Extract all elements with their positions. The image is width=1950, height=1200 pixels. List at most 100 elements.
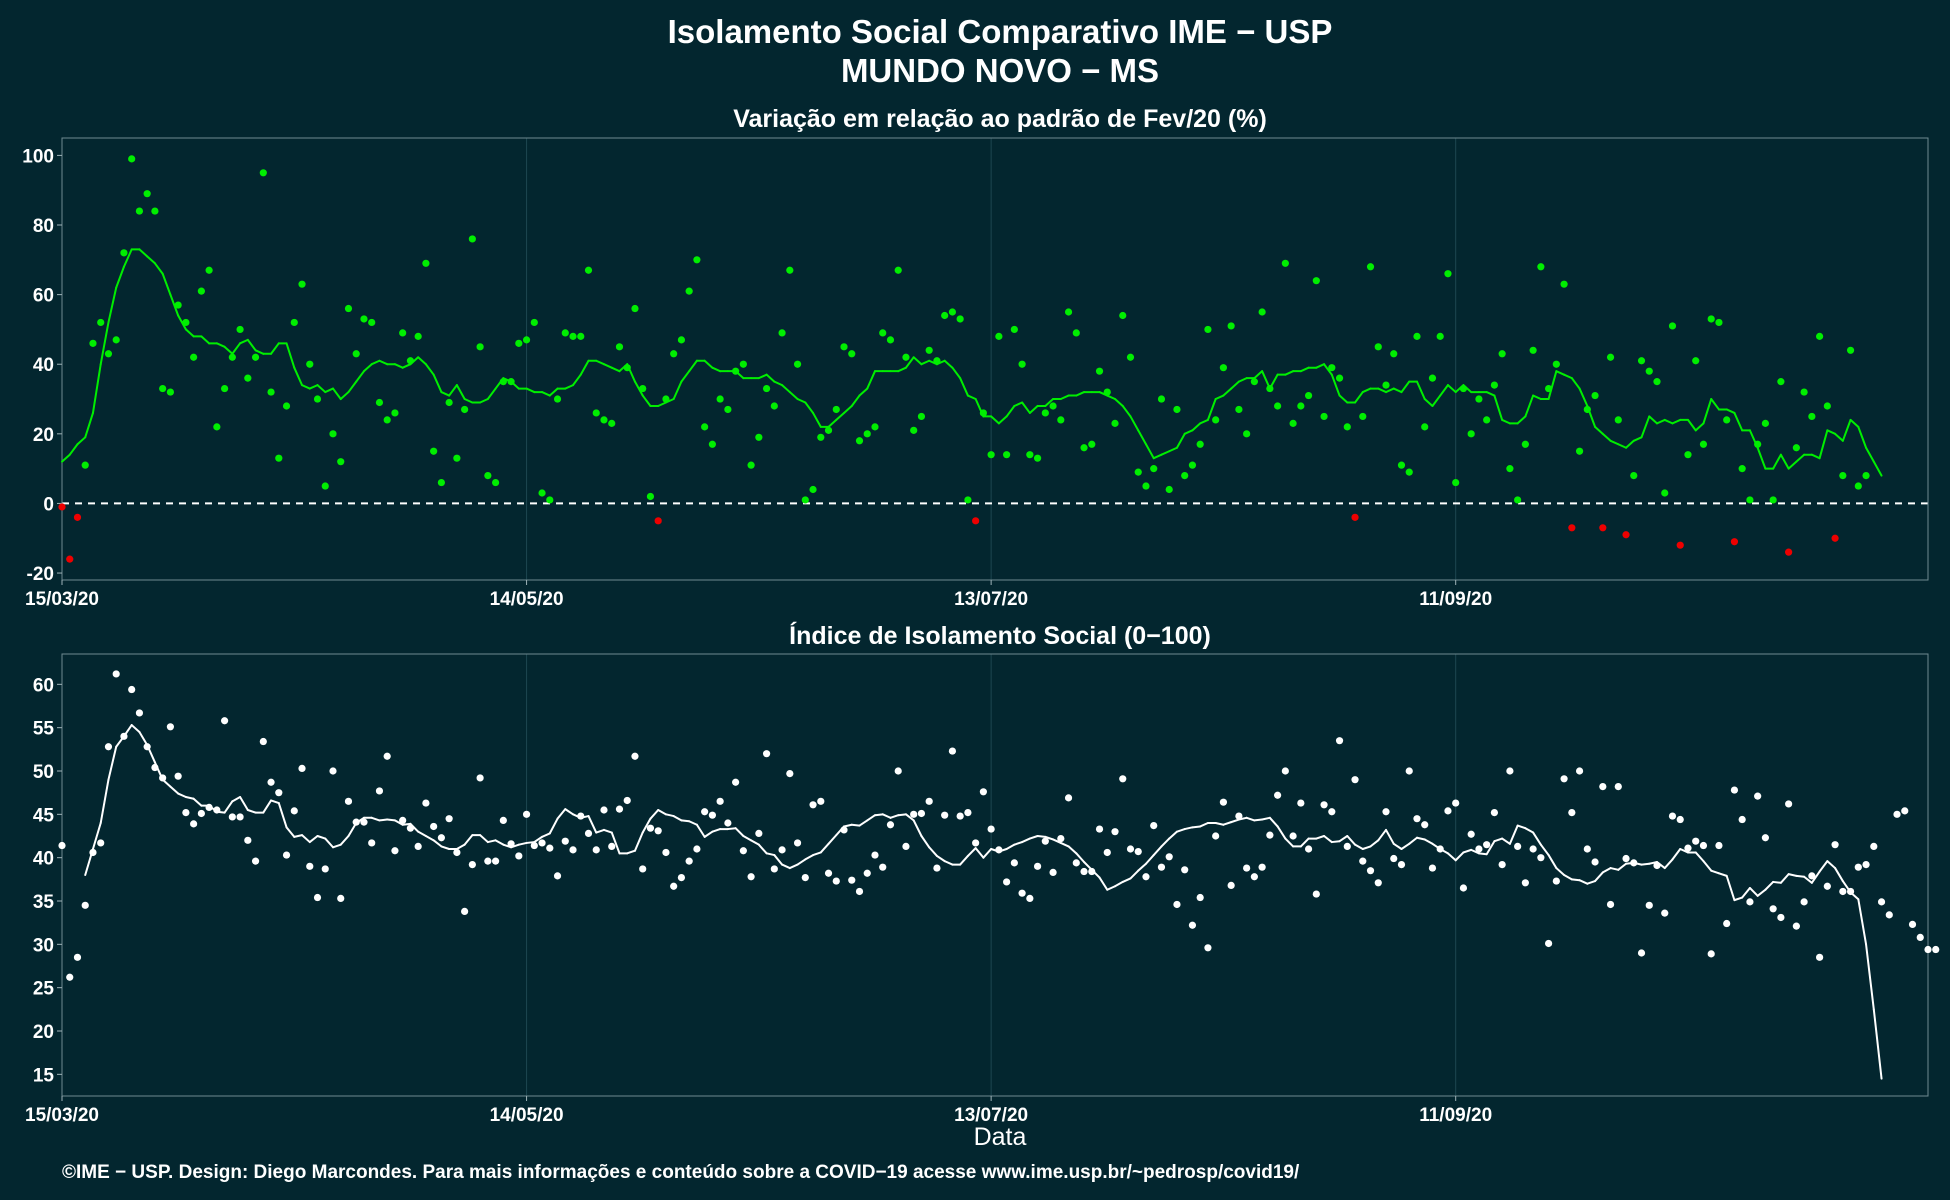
variation-point <box>143 190 151 198</box>
index-point <box>1351 776 1359 784</box>
index-point <box>615 805 624 813</box>
index-moving-average-segment <box>1408 836 1418 845</box>
moving-average-segment <box>231 342 242 355</box>
index-point <box>313 893 322 902</box>
moving-average-segment <box>1609 439 1620 446</box>
variation-point <box>546 496 554 504</box>
moving-average-segment <box>370 359 381 366</box>
y-tick-label: 45 <box>33 805 55 826</box>
variation-point <box>1281 259 1289 267</box>
moving-average-segment <box>339 391 350 401</box>
index-moving-average-segment <box>595 828 605 834</box>
index-point <box>1591 858 1599 866</box>
index-moving-average-segment <box>1640 862 1651 866</box>
index-moving-average-segment <box>1694 851 1705 863</box>
moving-average-segment <box>1005 404 1016 418</box>
index-moving-average-segment <box>1005 843 1016 850</box>
moving-average-segment <box>1214 394 1225 401</box>
moving-average-segment <box>1044 398 1055 407</box>
index-moving-average-segment <box>804 854 815 861</box>
variation-point <box>1134 468 1142 476</box>
index-point <box>1072 859 1080 867</box>
index-moving-average-segment <box>858 819 869 827</box>
variation-point <box>1498 350 1506 358</box>
index-point <box>1514 842 1522 851</box>
index-point <box>197 809 205 818</box>
variation-point <box>1599 524 1607 532</box>
panel-border <box>61 137 1929 581</box>
variation-point <box>1831 534 1839 542</box>
index-moving-average-segment <box>1415 836 1426 841</box>
index-point <box>406 824 415 832</box>
index-point <box>747 873 755 881</box>
index-moving-average-segment <box>308 835 319 844</box>
moving-average-segment <box>417 356 427 366</box>
variation-point <box>1723 416 1731 424</box>
index-moving-average-segment <box>1392 842 1403 850</box>
index-point <box>476 774 484 782</box>
index-point <box>437 834 445 842</box>
index-moving-average-segment <box>649 809 660 820</box>
variation-point <box>1467 430 1475 438</box>
moving-average-segment <box>1168 446 1178 453</box>
variation-point <box>128 155 136 163</box>
variation-point <box>1459 384 1468 393</box>
index-moving-average-segment <box>285 826 296 838</box>
variation-point <box>1227 322 1235 330</box>
moving-average-segment <box>990 415 1000 425</box>
moving-average-segment <box>1059 394 1070 401</box>
index-moving-average-segment <box>1028 835 1039 840</box>
index-point <box>236 813 244 821</box>
moving-average-segment <box>1392 387 1403 394</box>
index-point <box>584 829 593 838</box>
variation-point <box>1816 332 1824 340</box>
variation-point <box>631 304 639 313</box>
moving-average-segment <box>1121 404 1132 418</box>
variation-point <box>1529 346 1537 354</box>
variation-point <box>1514 496 1522 504</box>
index-point <box>1026 894 1034 903</box>
moving-average-segment <box>1601 432 1612 442</box>
variation-point <box>1839 471 1847 480</box>
variation-point <box>778 329 786 337</box>
index-point <box>894 767 902 775</box>
variation-point <box>1095 367 1104 375</box>
index-point <box>182 809 190 817</box>
variation-point <box>1064 308 1073 316</box>
index-point <box>956 812 964 820</box>
index-moving-average-segment <box>726 827 737 831</box>
variation-point <box>213 423 221 431</box>
index-point <box>1444 807 1452 815</box>
variation-point <box>1568 524 1576 532</box>
variation-point <box>739 360 747 368</box>
index-moving-average-segment <box>424 835 435 842</box>
variation-point <box>306 360 314 368</box>
index-point <box>58 841 66 850</box>
index-moving-average-segment <box>130 724 141 733</box>
index-point <box>561 837 569 845</box>
index-point <box>1645 901 1653 909</box>
moving-average-segment <box>246 338 257 352</box>
moving-average-segment <box>1710 398 1720 411</box>
x-tick-label: 14/05/20 <box>490 589 564 610</box>
moving-average-segment <box>1237 377 1248 383</box>
index-point <box>515 852 523 860</box>
index-moving-average-segment <box>1323 835 1333 844</box>
variation-point <box>1320 412 1328 421</box>
index-point <box>1854 863 1862 871</box>
index-point <box>1250 873 1258 881</box>
moving-average-segment <box>1361 387 1372 394</box>
index-moving-average-segment <box>370 816 381 822</box>
index-point <box>1529 845 1537 853</box>
index-point <box>430 822 438 831</box>
index-moving-average-segment <box>928 846 938 857</box>
variation-point <box>1684 451 1692 459</box>
index-moving-average-segment <box>1423 838 1434 845</box>
index-point <box>1816 953 1824 961</box>
variation-point <box>1018 360 1026 368</box>
index-moving-average-segment <box>1477 852 1488 856</box>
x-tick-label: 14/05/20 <box>490 1105 564 1126</box>
variation-point <box>383 416 391 424</box>
index-point <box>244 836 252 844</box>
index-moving-average-segment <box>1702 860 1713 872</box>
